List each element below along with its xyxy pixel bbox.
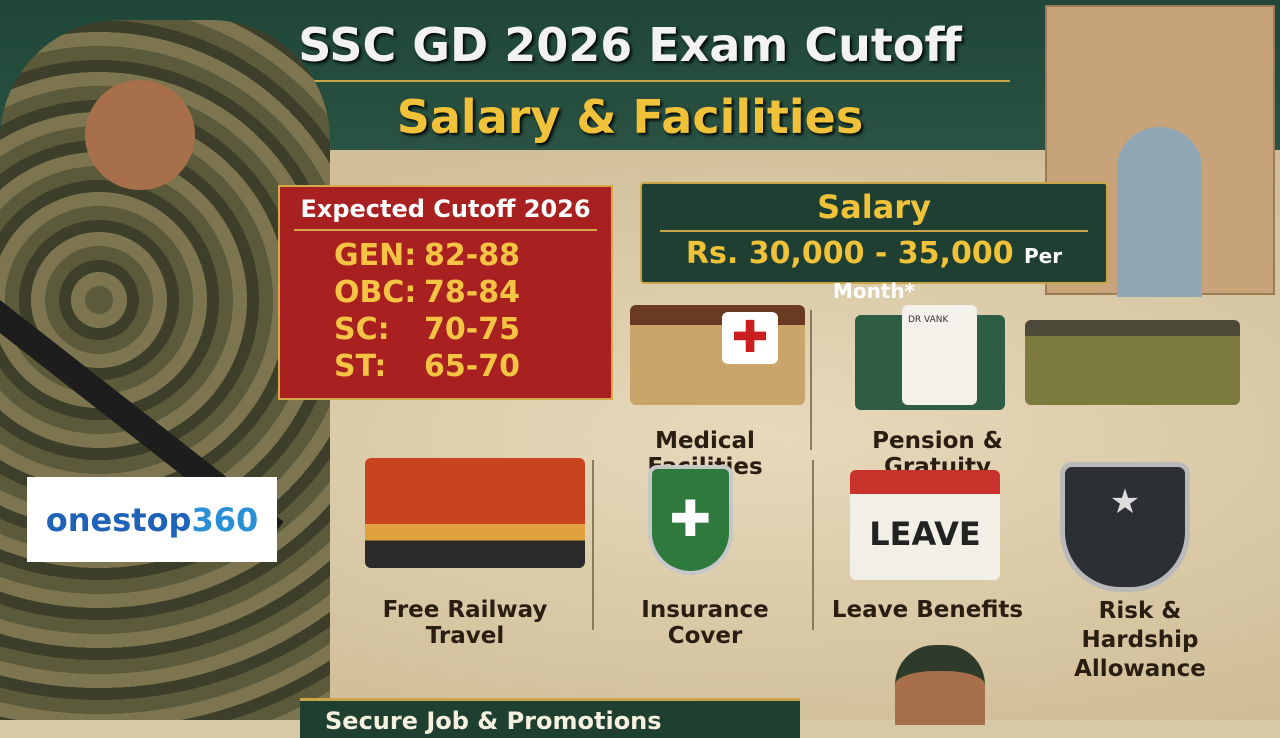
benefit-insurance: Insurance Cover [641,597,769,649]
red-cross-icon: ✚ [722,312,778,364]
bottom-banner: Secure Job & Promotions [300,698,800,738]
cutoff-row: GEN: 82-88 [334,238,520,273]
divider [812,460,814,630]
cutoff-panel: Expected Cutoff 2026 GEN: 82-88 OBC: 78-84… [278,185,613,400]
salary-panel: Salary Rs. 30,000 - 35,000 Per Month* [640,182,1108,303]
barracks-image [1025,320,1240,405]
india-gate-image [1045,5,1275,297]
medical-house-image [630,305,805,405]
onestop360-logo: onestop 360 [27,477,277,562]
salary-suffix: Per Month* [832,244,1063,303]
divider [592,460,594,630]
salary-amount: Rs. 30,000 - 35,000 [685,236,1014,271]
shield-plus-icon: ✚ [648,465,733,575]
officer-image [895,645,985,725]
page-subtitle: Salary & Facilities [396,90,864,144]
divider [810,310,812,450]
benefit-leave: Leave Benefits [831,597,1024,623]
medal-swords-icon: ★ [1060,462,1190,592]
cutoff-row: ST: 65-70 [334,349,520,384]
document-icon: DR VANK [902,305,977,405]
leave-calendar-icon: LEAVE [850,470,1000,580]
title-divider [250,80,1010,82]
page-title: SSC GD 2026 Exam Cutoff [298,18,962,72]
benefit-risk: Risk & Hardship Allowance [1074,598,1206,682]
train-image [365,458,585,568]
cutoff-row: OBC: 78-84 [334,275,520,310]
cutoff-row: SC: 70-75 [334,312,520,347]
cutoff-heading: Expected Cutoff 2026 [294,195,597,231]
salary-heading: Salary [660,188,1088,232]
benefit-railway: Free Railway Travel [382,597,548,649]
